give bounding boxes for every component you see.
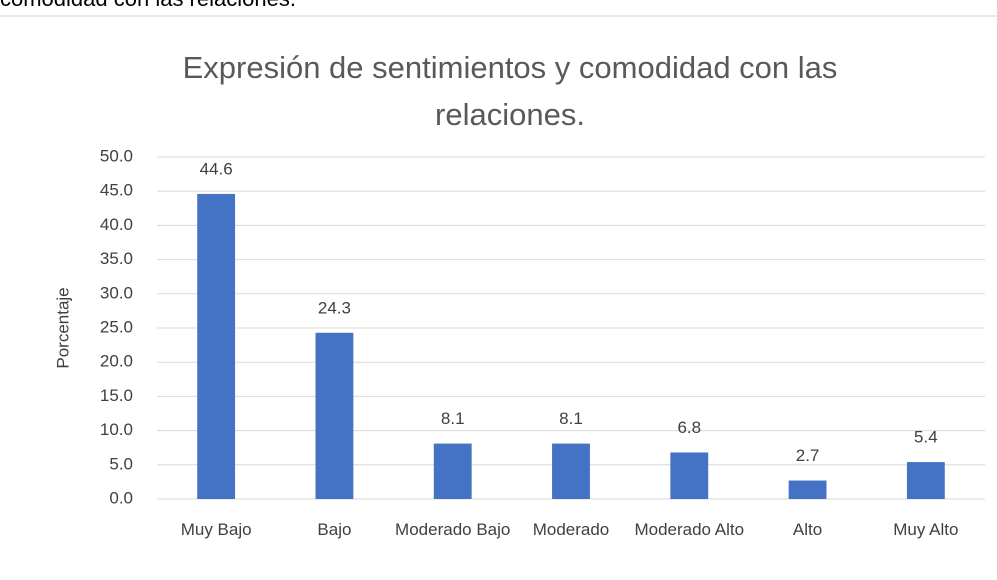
y-tick-label: 0.0: [109, 488, 133, 507]
y-tick-label: 25.0: [100, 317, 133, 336]
y-tick-label: 5.0: [109, 454, 133, 473]
data-label: 8.1: [441, 409, 465, 428]
data-label: 2.7: [796, 446, 820, 465]
x-tick-label: Moderado: [532, 520, 610, 539]
data-label: 8.1: [559, 409, 583, 428]
bar: [315, 332, 354, 499]
y-tick-label: 10.0: [100, 420, 133, 439]
bar: [197, 193, 236, 499]
data-label: 44.6: [200, 159, 233, 178]
y-tick-label: 45.0: [100, 181, 133, 200]
data-label: 24.3: [318, 298, 351, 317]
bar: [552, 443, 590, 499]
x-tick-label: Alto: [792, 520, 823, 539]
chart-title: Expresión de sentimientos y comodidad co…: [182, 50, 838, 132]
bar: [670, 452, 709, 499]
data-label: 6.8: [677, 418, 701, 437]
y-tick-label: 30.0: [100, 283, 133, 302]
data-label: 5.4: [914, 428, 938, 447]
header-text: comodidad con las relaciones.: [0, 0, 296, 12]
y-axis-label: Porcentaje: [53, 287, 72, 368]
bar: [788, 480, 827, 499]
bar: [906, 462, 945, 499]
bar: [433, 443, 472, 499]
x-tick-label: Muy Alto: [893, 520, 959, 539]
x-tick-label: Moderado Alto: [634, 520, 745, 539]
y-tick-label: 15.0: [100, 386, 133, 405]
y-tick-label: 40.0: [100, 215, 133, 234]
x-tick-label: Moderado Bajo: [395, 520, 511, 539]
y-tick-label: 20.0: [100, 352, 133, 371]
x-tick-label: Bajo: [317, 520, 352, 539]
x-tick-label: Muy Bajo: [180, 520, 252, 539]
y-tick-label: 50.0: [100, 146, 133, 165]
y-tick-label: 35.0: [100, 249, 133, 268]
